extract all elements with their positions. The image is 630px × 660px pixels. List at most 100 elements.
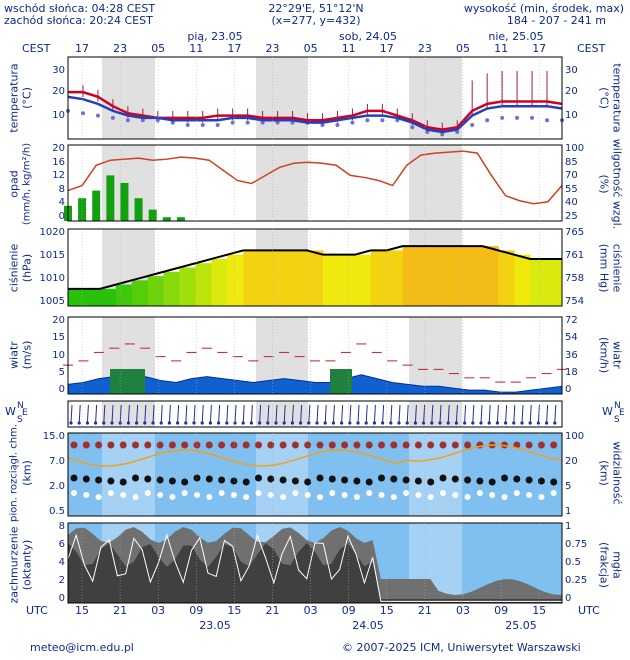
wind-direction-head — [463, 421, 467, 425]
visibility-tick-right: 5 — [565, 481, 572, 492]
tz-top-left: CEST — [22, 42, 51, 55]
temp-tick-right: 20 — [565, 86, 578, 97]
humidity-unit-right: (%) — [597, 174, 611, 194]
cloud-top-point — [378, 441, 385, 449]
compass-left-w: W — [5, 405, 16, 418]
rain-tick-left: 20 — [52, 143, 65, 154]
cloud-base-point — [168, 477, 176, 485]
pressure-tick-right: 765 — [565, 227, 585, 238]
compass-right-e: E — [619, 408, 625, 418]
cloud-base-point — [378, 474, 385, 482]
cloud-top-point — [82, 441, 90, 449]
cloud-low-point — [194, 492, 200, 498]
wind-direction-head — [545, 421, 549, 425]
footer-copyright: © 2007-2025 ICM, Uniwersytet Warszawski — [342, 641, 581, 654]
pressure-tick-left: 1015 — [39, 250, 65, 261]
pressure-fill — [211, 258, 228, 306]
cloud-base-point — [304, 478, 312, 486]
cloud-base-point — [501, 474, 508, 482]
wind-direction-arrow — [447, 404, 450, 424]
wind-label-right: wiatr — [610, 341, 624, 369]
cloud-base-point — [230, 477, 238, 485]
strong-wind-band — [110, 369, 145, 394]
cloud-low-point — [366, 490, 373, 496]
wind-tick-right: 18 — [565, 366, 578, 378]
cloud-base-point — [181, 478, 189, 486]
wind-direction-arrow — [332, 404, 335, 424]
cloud-top-point — [513, 441, 521, 449]
cloud-top-point — [464, 441, 472, 449]
humidity-line — [67, 150, 563, 205]
temp-tick-left: 20 — [52, 86, 65, 97]
cloud-low-point — [280, 494, 287, 500]
wind-direction-head — [249, 421, 253, 425]
wind-direction-arrow — [144, 404, 147, 424]
pressure-tick-left: 1020 — [39, 227, 65, 238]
rain-bar — [92, 190, 101, 221]
dewpoint-point — [185, 122, 190, 127]
cloud-top-point — [414, 441, 422, 449]
wind-direction-head — [258, 421, 262, 425]
cloud-base-point — [353, 477, 361, 485]
visibility-tick-right: 100 — [565, 431, 585, 442]
wind-direction-arrow — [201, 404, 204, 424]
dewpoint-point — [410, 125, 415, 130]
footer-email[interactable]: meteo@icm.edu.pl — [30, 641, 134, 654]
clouds-tick-right: 0.75 — [565, 539, 588, 550]
rain-bar — [134, 198, 143, 221]
cloud-base-point — [427, 478, 435, 486]
dewpoint-point — [485, 118, 490, 123]
dewpoint-point — [215, 122, 220, 127]
pressure-fill — [68, 288, 85, 306]
pressure-unit-left: (hPa) — [20, 253, 34, 283]
wind-direction-head — [159, 421, 163, 425]
pressure-tick-right: 758 — [565, 273, 585, 284]
wind-direction-arrow — [111, 404, 114, 424]
cloud-low-point — [452, 492, 459, 498]
wind-direction-arrow — [324, 404, 327, 424]
cloud-top-point — [181, 441, 189, 449]
rain-tick-left: 12 — [52, 170, 65, 182]
cloud-low-point — [403, 490, 410, 496]
wind-direction-head — [528, 421, 532, 425]
wind-direction-arrow — [95, 404, 98, 424]
cloud-top-point — [390, 441, 398, 449]
wind-direction-arrow — [431, 404, 434, 424]
hour-top-label: 23 — [417, 42, 432, 55]
wind-direction-arrow — [234, 404, 237, 424]
pressure-fill — [163, 271, 181, 306]
wind-direction-head — [479, 421, 483, 425]
cloud-top-point — [279, 441, 287, 449]
visibility-unit-left: (km) — [20, 460, 34, 486]
cloud-low-point — [169, 494, 176, 500]
cloud-base-point — [365, 478, 373, 486]
strong-wind-band — [330, 369, 352, 394]
wind-direction-head — [364, 421, 368, 425]
cloud-base-point — [218, 476, 226, 484]
dewpoint-point — [335, 122, 340, 127]
perceived-temperature-line — [67, 95, 563, 134]
hour-bottom-label: 21 — [265, 604, 280, 617]
coords-text: 22°29'E, 51°12'N — [268, 2, 364, 15]
wind-direction-arrow — [414, 404, 417, 424]
cloud-low-point — [353, 494, 360, 500]
hour-top-label: 17 — [379, 42, 394, 55]
wind-direction-arrow — [365, 404, 368, 424]
wind-direction-arrow — [464, 404, 467, 424]
day-label-sun: nie, 25.05 — [488, 30, 544, 43]
cloud-top-point — [550, 441, 558, 449]
wind-direction-head — [446, 421, 450, 425]
pressure-fill — [402, 246, 420, 306]
day-label-sat: sob, 24.05 — [339, 30, 397, 43]
cloud-top-point — [230, 441, 238, 449]
hour-bottom-label: 03 — [456, 604, 470, 617]
hour-bottom-label: 15 — [379, 604, 394, 617]
hour-bottom-label: 15 — [75, 604, 89, 617]
wind-direction-head — [274, 421, 278, 425]
night-band — [409, 145, 462, 221]
rain-unit-left: (mm/h, kg/m²/h) — [21, 142, 33, 226]
wind-direction-head — [422, 421, 426, 425]
fog-fraction-line — [67, 533, 562, 602]
wind-direction-head — [520, 421, 524, 425]
wind-direction-arrow — [160, 404, 163, 424]
